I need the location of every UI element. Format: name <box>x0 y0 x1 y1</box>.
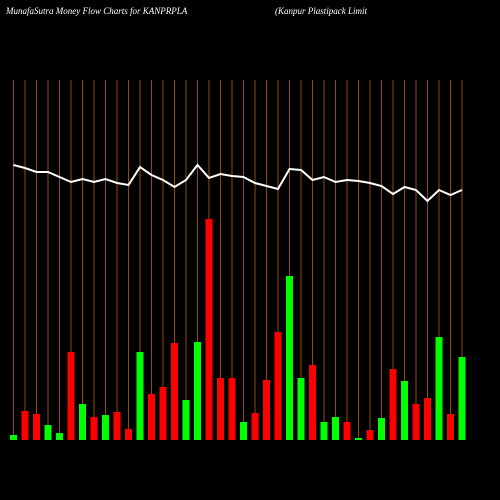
bar <box>79 404 86 440</box>
bar <box>309 365 316 440</box>
bar <box>251 413 259 440</box>
bar <box>412 404 420 440</box>
bar <box>458 357 466 440</box>
bar <box>263 380 270 440</box>
money-flow-line <box>13 163 463 203</box>
bar <box>171 343 178 440</box>
bar <box>389 369 397 440</box>
bar <box>274 332 282 440</box>
bar <box>21 411 29 440</box>
bar <box>240 422 247 440</box>
chart-subtitle: (Kanpur Plastipack Limit <box>275 6 367 16</box>
bar <box>159 387 167 440</box>
bar <box>194 342 201 440</box>
bar <box>148 394 155 440</box>
bar <box>332 417 339 440</box>
bar <box>44 425 52 440</box>
bar <box>343 422 351 440</box>
bar <box>217 378 224 440</box>
bar <box>320 422 328 440</box>
bar <box>401 381 408 440</box>
bar <box>355 438 362 440</box>
bar <box>56 433 63 440</box>
chart-title: MunafaSutra Money Flow Charts for KANPRP… <box>5 6 188 16</box>
bar <box>366 430 374 440</box>
bar <box>205 219 213 440</box>
bar <box>182 400 190 440</box>
bar <box>90 417 98 440</box>
bar <box>286 276 293 440</box>
bar <box>378 418 385 440</box>
bar <box>10 435 17 440</box>
bar <box>113 412 121 440</box>
bar <box>447 414 454 440</box>
bar <box>424 398 431 440</box>
bar <box>33 414 40 440</box>
bar <box>136 352 144 440</box>
bar <box>102 415 109 440</box>
bar <box>297 378 305 440</box>
bar <box>435 337 443 440</box>
bar <box>67 352 75 440</box>
bar <box>125 429 132 440</box>
bar <box>228 378 236 440</box>
